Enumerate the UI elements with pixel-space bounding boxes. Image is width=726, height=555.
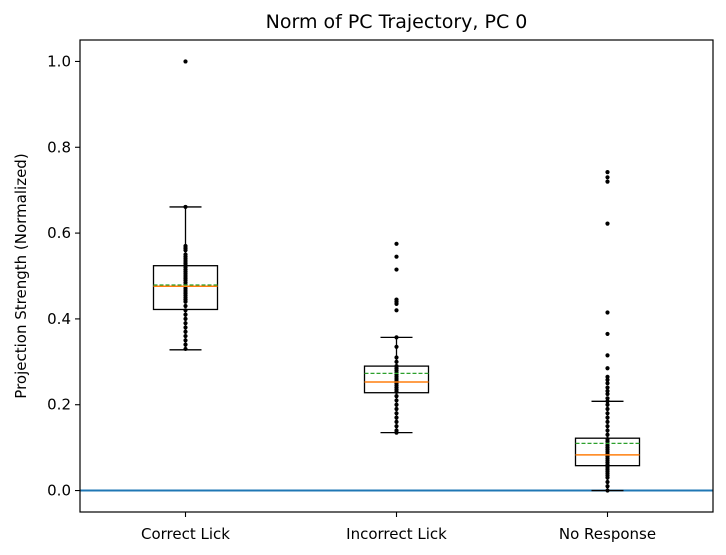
- data-point: [605, 310, 610, 315]
- data-point: [605, 175, 610, 180]
- data-point: [394, 241, 399, 246]
- plot-area: [80, 59, 713, 493]
- y-tick-label: 0.8: [47, 138, 71, 156]
- data-point: [605, 391, 610, 397]
- data-point: [183, 321, 188, 326]
- data-point: [394, 415, 399, 420]
- chart-title: Norm of PC Trajectory, PC 0: [266, 11, 528, 33]
- data-point: [394, 355, 399, 360]
- data-point: [183, 59, 188, 64]
- data-point: [394, 419, 399, 424]
- data-point: [605, 377, 610, 382]
- box-group-0: [152, 59, 219, 352]
- data-point: [605, 381, 610, 386]
- data-point: [605, 402, 610, 407]
- data-point: [394, 406, 399, 412]
- data-point: [183, 248, 188, 253]
- data-point: [394, 308, 399, 313]
- y-axis-label: Projection Strength (Normalized): [12, 153, 30, 398]
- x-tick-label: No Response: [559, 525, 656, 543]
- data-point: [605, 432, 610, 437]
- data-point: [605, 488, 610, 493]
- axes: 0.0 0.2 0.4 0.6 0.8 1.0 Correct Lick Incorrect …: [47, 39, 714, 543]
- y-tick-label: 0.4: [47, 310, 71, 328]
- data-point: [605, 399, 610, 404]
- y-tick-label: 1.0: [47, 52, 71, 70]
- data-point: [605, 388, 610, 394]
- data-point: [183, 338, 188, 343]
- data-point: [394, 254, 399, 259]
- data-point: [605, 179, 610, 184]
- data-point: [605, 221, 610, 226]
- y-tick-label: 0.6: [47, 224, 71, 242]
- data-point: [605, 484, 610, 489]
- data-point: [394, 424, 399, 429]
- data-point: [183, 329, 188, 334]
- data-point: [394, 402, 399, 407]
- data-point: [394, 394, 399, 399]
- x-tick-label: Incorrect Lick: [346, 525, 447, 543]
- y-tick-label: 0.2: [47, 396, 71, 414]
- box-group-1: [363, 241, 430, 435]
- data-point: [394, 335, 399, 340]
- data-point: [605, 415, 610, 420]
- data-point: [605, 428, 610, 433]
- data-point: [605, 374, 610, 379]
- data-point: [183, 308, 188, 313]
- data-point: [183, 303, 188, 309]
- data-point: [605, 366, 610, 371]
- data-point: [183, 312, 188, 317]
- data-point: [605, 396, 610, 401]
- data-point: [183, 325, 188, 330]
- data-point: [183, 316, 188, 322]
- data-point: [183, 299, 188, 304]
- data-point: [183, 333, 188, 339]
- data-point: [605, 419, 610, 424]
- data-point: [605, 411, 610, 416]
- data-point: [394, 344, 399, 349]
- y-tick-label: 0.0: [47, 482, 71, 500]
- data-point: [605, 353, 610, 358]
- data-point: [394, 398, 399, 403]
- box-group-2: [574, 170, 641, 493]
- data-point: [605, 170, 610, 175]
- data-point: [183, 346, 188, 352]
- data-point: [394, 411, 399, 416]
- data-point: [394, 389, 399, 394]
- data-point: [183, 342, 188, 347]
- data-point: [394, 267, 399, 272]
- data-point: [605, 475, 610, 480]
- data-point: [394, 359, 399, 364]
- data-point: [605, 331, 610, 337]
- data-point: [605, 385, 610, 390]
- data-point: [394, 301, 399, 306]
- data-point: [605, 479, 610, 485]
- x-tick-label: Correct Lick: [141, 525, 230, 543]
- data-point: [394, 430, 399, 435]
- data-point: [605, 424, 610, 429]
- data-point: [605, 406, 610, 412]
- data-point: [183, 204, 188, 210]
